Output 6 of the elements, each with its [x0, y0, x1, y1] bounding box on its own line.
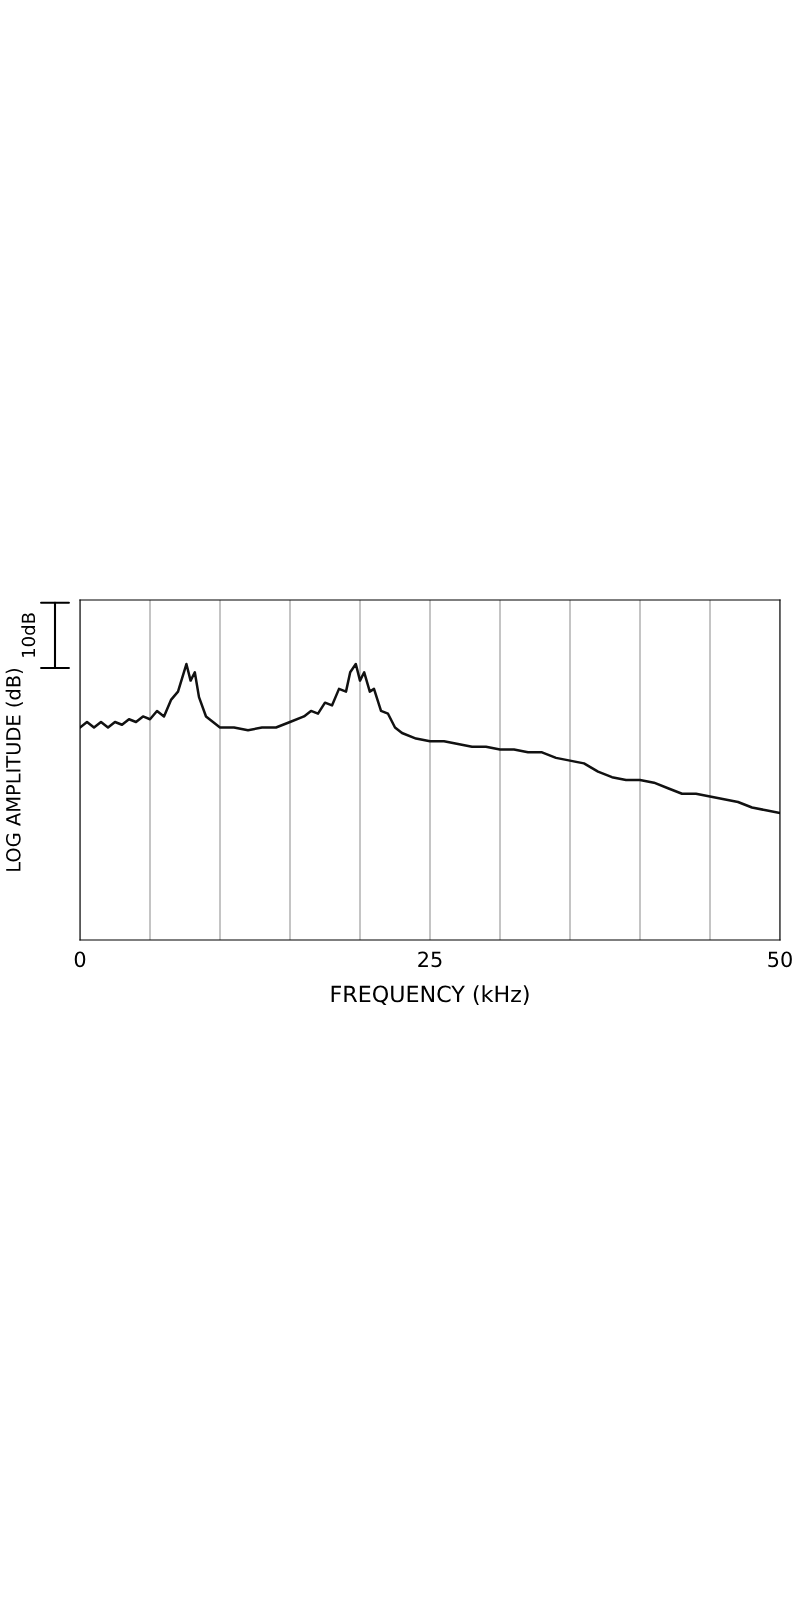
x-tick-label: 50	[768, 951, 792, 968]
y-axis-title: LOG AMPLITUDE (dB)	[5, 668, 23, 871]
x-tick-label: 25	[418, 951, 442, 968]
text: 10dB	[21, 613, 36, 657]
x-axis-title: FREQUENCY (kHz)	[331, 985, 529, 1005]
x-tick-label: 0	[74, 951, 86, 968]
